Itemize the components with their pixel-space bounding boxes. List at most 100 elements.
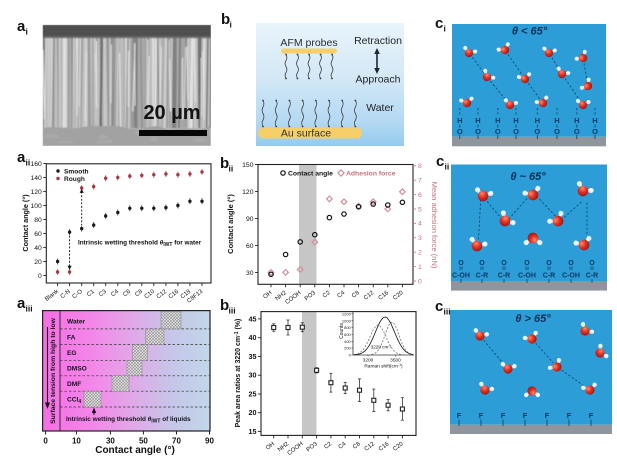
- svg-text:30: 30: [106, 437, 115, 446]
- svg-text:45: 45: [249, 314, 257, 323]
- svg-text:1000: 1000: [342, 318, 352, 323]
- svg-text:8: 8: [418, 163, 422, 170]
- svg-text:OH: OH: [262, 290, 273, 300]
- svg-text:a: a: [17, 295, 26, 312]
- svg-text:ii: ii: [26, 158, 31, 168]
- svg-text:C-N: C-N: [60, 289, 72, 300]
- svg-text:O: O: [475, 127, 481, 136]
- svg-text:b: b: [220, 297, 229, 314]
- svg-text:Smooth: Smooth: [64, 168, 89, 175]
- svg-text:a: a: [17, 18, 26, 35]
- svg-text:F: F: [457, 411, 462, 420]
- svg-text:C4: C4: [336, 290, 346, 300]
- svg-text:c: c: [435, 15, 443, 32]
- svg-text:Contact angle (°): Contact angle (°): [95, 445, 175, 456]
- svg-text:FA: FA: [67, 335, 76, 342]
- svg-text:25: 25: [249, 390, 257, 399]
- svg-text:C8: C8: [352, 441, 362, 451]
- svg-text:C4: C4: [110, 288, 120, 298]
- svg-text:O: O: [534, 127, 540, 136]
- svg-text:H: H: [513, 116, 518, 125]
- svg-text:2: 2: [418, 250, 422, 257]
- svg-text:F: F: [545, 411, 550, 420]
- svg-text:0: 0: [43, 437, 48, 446]
- svg-text:C12: C12: [156, 288, 169, 300]
- svg-text:C-R: C-R: [498, 273, 510, 280]
- svg-text:Counts: Counts: [339, 323, 345, 339]
- svg-text:C2: C2: [323, 441, 333, 451]
- svg-text:C18: C18: [180, 288, 193, 300]
- svg-text:O: O: [574, 127, 580, 136]
- svg-text:20: 20: [34, 259, 42, 266]
- svg-text:30: 30: [246, 270, 254, 277]
- svg-text:O: O: [546, 260, 552, 267]
- svg-text:θ > 65°: θ > 65°: [515, 313, 551, 325]
- svg-text:ii: ii: [229, 164, 234, 174]
- svg-text:H: H: [574, 116, 579, 125]
- svg-text:H: H: [535, 116, 540, 125]
- svg-text:C6: C6: [122, 288, 132, 298]
- svg-text:C4: C4: [338, 441, 348, 451]
- svg-text:10: 10: [72, 437, 81, 446]
- svg-text:i: i: [26, 27, 28, 37]
- svg-text:Adhesion force: Adhesion force: [346, 171, 396, 178]
- svg-text:O: O: [524, 260, 530, 267]
- svg-text:H: H: [592, 116, 597, 125]
- svg-text:50: 50: [139, 437, 148, 446]
- svg-text:OH: OH: [265, 441, 276, 451]
- svg-text:c: c: [436, 153, 444, 170]
- svg-text:C-OH: C-OH: [452, 273, 470, 280]
- svg-text:120: 120: [242, 189, 254, 196]
- svg-text:80: 80: [34, 217, 42, 224]
- svg-text:O: O: [457, 127, 463, 136]
- svg-text:O: O: [592, 127, 598, 136]
- svg-text:120: 120: [30, 189, 42, 196]
- svg-text:F: F: [567, 411, 572, 420]
- svg-text:iii: iii: [26, 304, 33, 314]
- svg-text:40: 40: [249, 333, 257, 342]
- svg-text:i: i: [444, 24, 446, 34]
- svg-text:C-R: C-R: [476, 273, 488, 280]
- svg-text:Contact angle: Contact angle: [288, 171, 333, 178]
- svg-text:60: 60: [34, 231, 42, 238]
- svg-text:a: a: [17, 149, 26, 166]
- svg-text:c: c: [435, 298, 443, 315]
- svg-text:O: O: [479, 260, 485, 267]
- svg-text:C-R: C-R: [586, 273, 598, 280]
- svg-text:4: 4: [418, 221, 422, 228]
- svg-text:Water: Water: [366, 102, 394, 114]
- svg-text:Mean adhesion force (nN): Mean adhesion force (nN): [430, 182, 439, 269]
- svg-text:3: 3: [418, 235, 422, 242]
- svg-text:3200: 3200: [363, 358, 374, 364]
- svg-text:C12: C12: [363, 290, 376, 302]
- svg-text:Raman shift(cm-1): Raman shift(cm-1): [364, 363, 403, 370]
- svg-text:Approach: Approach: [356, 74, 401, 86]
- svg-text:O: O: [495, 127, 501, 136]
- svg-text:90: 90: [205, 437, 214, 446]
- svg-text:AFM probes: AFM probes: [280, 37, 337, 49]
- svg-text:0: 0: [38, 273, 42, 280]
- svg-text:200: 200: [344, 346, 351, 351]
- svg-text:F: F: [501, 411, 506, 420]
- svg-text:160: 160: [30, 161, 42, 168]
- svg-text:C20: C20: [392, 290, 405, 302]
- svg-text:DMSO: DMSO: [67, 366, 87, 373]
- svg-text:b: b: [220, 155, 229, 172]
- svg-text:C16: C16: [378, 441, 391, 453]
- svg-text:O: O: [458, 260, 464, 267]
- svg-text:O: O: [513, 127, 519, 136]
- svg-text:H: H: [554, 116, 559, 125]
- svg-text:Contact angle (°): Contact angle (°): [226, 194, 235, 254]
- svg-text:1: 1: [418, 264, 422, 271]
- svg-text:H: H: [495, 116, 500, 125]
- svg-text:90: 90: [246, 216, 254, 223]
- svg-text:0: 0: [418, 278, 422, 285]
- svg-text:EG: EG: [67, 350, 77, 357]
- svg-text:C-R: C-R: [543, 273, 555, 280]
- svg-text:Rough: Rough: [64, 176, 85, 183]
- svg-text:Au surface: Au surface: [281, 128, 331, 140]
- svg-text:H: H: [457, 116, 462, 125]
- svg-text:C1: C1: [86, 288, 96, 298]
- svg-text:C10: C10: [144, 288, 157, 300]
- svg-text:F: F: [589, 411, 594, 420]
